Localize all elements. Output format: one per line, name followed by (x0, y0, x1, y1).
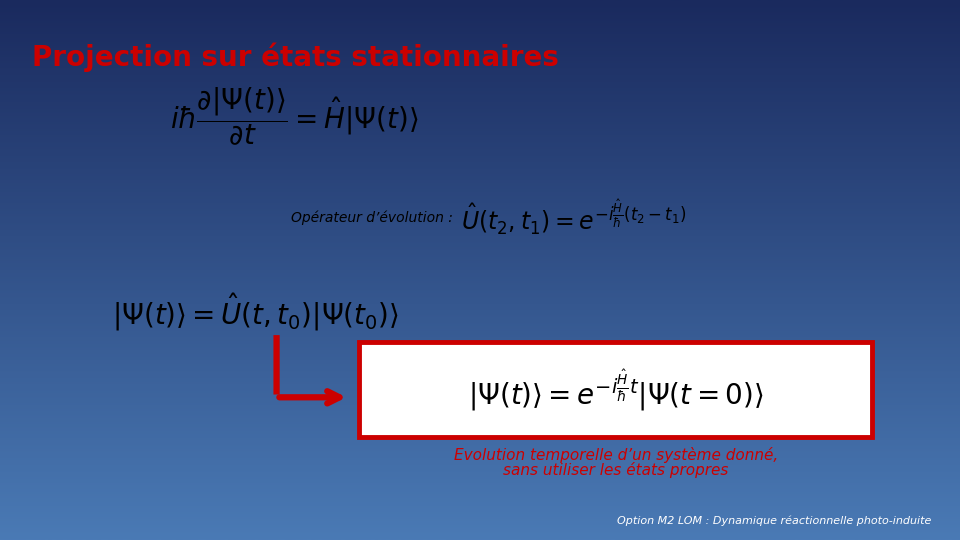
Text: Projection sur états stationnaires: Projection sur états stationnaires (33, 42, 560, 72)
Text: $|\Psi(t)\rangle = \hat{U}(t, t_0)|\Psi(t_0)\rangle$: $|\Psi(t)\rangle = \hat{U}(t, t_0)|\Psi(… (112, 291, 398, 333)
Text: Evolution temporelle d’un système donné,: Evolution temporelle d’un système donné, (453, 447, 778, 463)
Text: Opérateur d’évolution :: Opérateur d’évolution : (291, 210, 457, 225)
Text: $|\Psi(t)\rangle = e^{-i\frac{\hat{H}}{\hbar}t}|\Psi(t=0)\rangle$: $|\Psi(t)\rangle = e^{-i\frac{\hat{H}}{\… (468, 367, 763, 413)
Text: sans utiliser les états propres: sans utiliser les états propres (503, 462, 729, 478)
Text: Option M2 LOM : Dynamique réactionnelle photo-induite: Option M2 LOM : Dynamique réactionnelle … (617, 516, 931, 526)
Bar (359, 342, 873, 437)
Text: $i\hbar \dfrac{\partial|\Psi(t)\rangle}{\partial t} = \hat{H}|\Psi(t)\rangle$: $i\hbar \dfrac{\partial|\Psi(t)\rangle}{… (170, 86, 419, 148)
Text: $\hat{U}(t_2, t_1) = e^{-i\frac{\hat{H}}{\hbar}(t_2 - t_1)}$: $\hat{U}(t_2, t_1) = e^{-i\frac{\hat{H}}… (461, 197, 685, 237)
